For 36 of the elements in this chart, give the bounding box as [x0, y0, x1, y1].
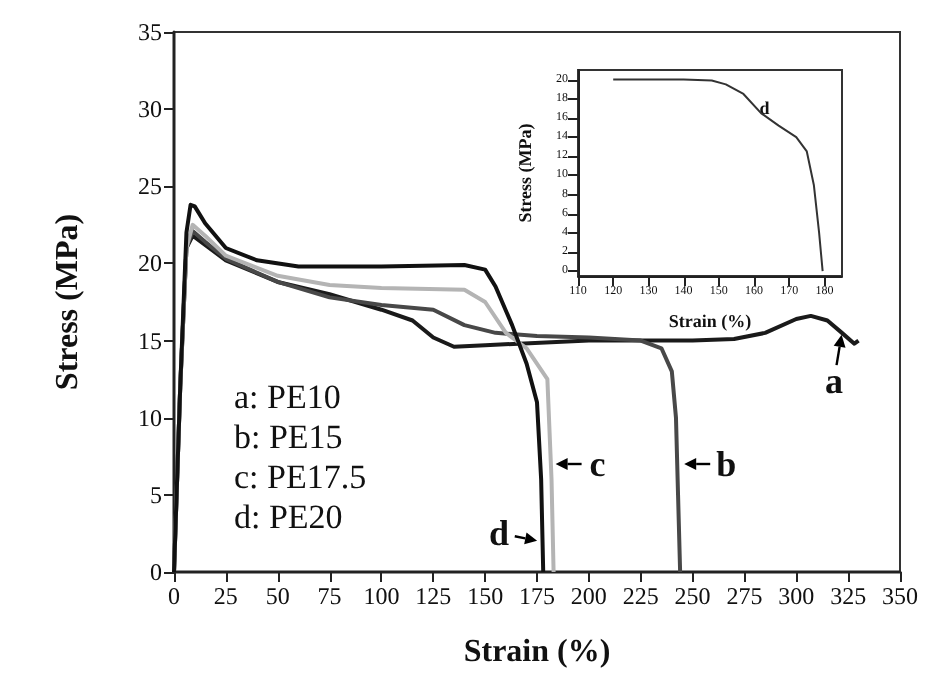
- x-tick-label: 175: [519, 582, 555, 610]
- x-tick-label: 350: [882, 582, 918, 610]
- x-tick-label: 150: [467, 582, 504, 610]
- y-tick-label: 10: [138, 403, 162, 432]
- annotation: d: PE20: [234, 498, 343, 536]
- y-tick-label: 20: [138, 249, 162, 278]
- annotation: d: [759, 98, 770, 119]
- y-tick-label: 30: [138, 95, 162, 124]
- annotation: a: [824, 360, 843, 401]
- y-tick-label: 35: [138, 18, 162, 46]
- x-axis-title: Strain (%): [668, 311, 752, 331]
- y-tick-label: 25: [138, 172, 162, 201]
- y-tick-label: 5: [150, 480, 162, 509]
- x-tick-label: 75: [317, 582, 342, 610]
- annotation: c: [589, 444, 606, 484]
- x-tick-label: 125: [415, 582, 452, 610]
- annotation: d: [489, 513, 510, 554]
- x-tick-label: 275: [726, 582, 763, 610]
- x-axis-title: Strain (%): [463, 635, 611, 669]
- x-tick-label: 25: [213, 582, 238, 610]
- y-tick-label: 15: [138, 326, 162, 355]
- x-tick-label: 250: [674, 582, 711, 610]
- x-tick-label: 325: [830, 582, 867, 610]
- x-tick-label: 100: [363, 582, 400, 610]
- annotation: a: PE10: [234, 378, 341, 416]
- y-axis-title: Stress (MPa): [515, 123, 535, 223]
- annotation: b: PE15: [234, 418, 343, 456]
- x-tick-label: 0: [168, 582, 180, 610]
- y-tick-label: 0: [150, 558, 162, 586]
- x-tick-label: 300: [778, 582, 815, 610]
- x-tick-label: 200: [570, 582, 607, 610]
- annotation: c: PE17.5: [234, 458, 367, 496]
- x-tick-label: 50: [265, 582, 290, 610]
- y-axis-title: Stress (MPa): [51, 213, 85, 391]
- annotation: b: [716, 444, 737, 484]
- x-tick-label: 225: [622, 582, 659, 610]
